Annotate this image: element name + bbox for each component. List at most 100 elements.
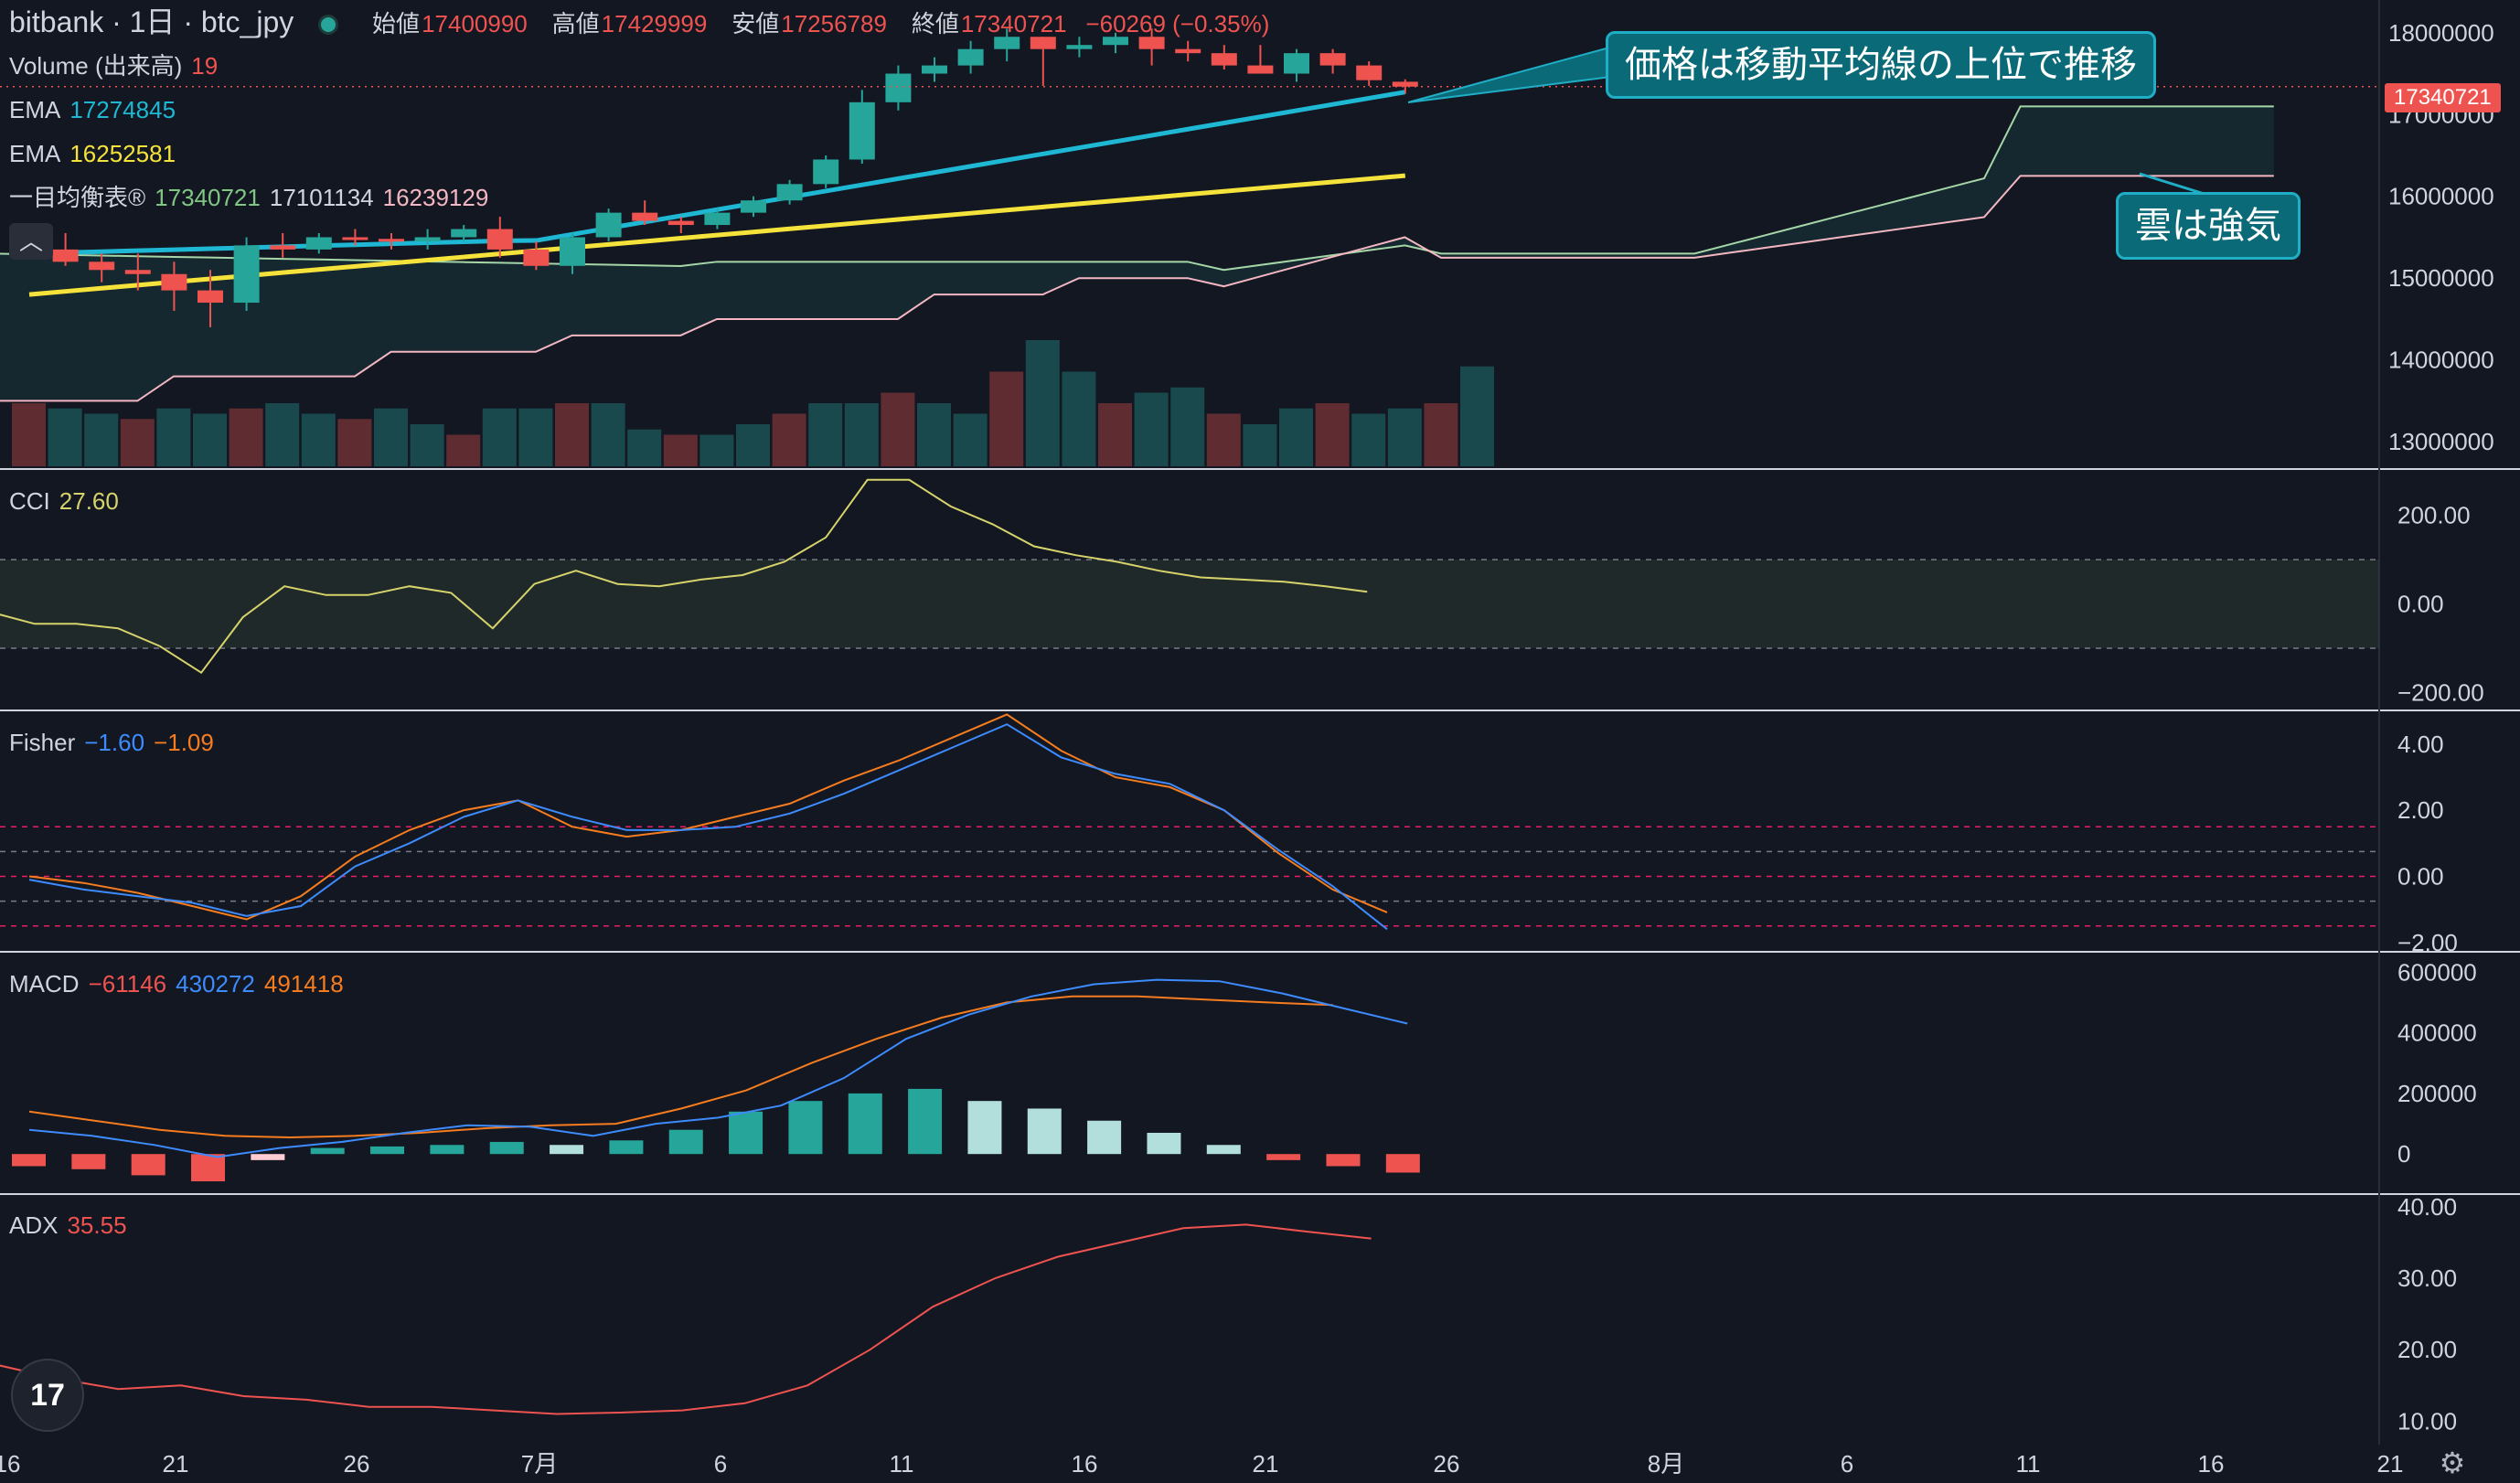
adx-line (0, 1223, 1372, 1415)
volume-bar (265, 403, 300, 466)
volume-legend[interactable]: Volume (出来高) 19 (9, 51, 227, 80)
candle (451, 229, 477, 238)
candle (957, 48, 984, 66)
volume-bar (555, 403, 589, 466)
date-tick-label: 6 (1841, 1450, 1853, 1478)
candle (161, 273, 187, 291)
volume-bar (699, 434, 734, 466)
date-tick-label: 26 (1434, 1450, 1460, 1478)
cci-tick-label: 0.00 (2397, 591, 2444, 618)
cci-tick-label: −200.00 (2397, 678, 2484, 706)
price-tick-label: 14000000 (2388, 347, 2494, 374)
callout-cloud[interactable]: 雲は強気 (2116, 192, 2301, 260)
macd-histogram-bar (430, 1145, 464, 1155)
macd-histogram-bar (1087, 1120, 1122, 1155)
macd-tick-label: 600000 (2397, 958, 2477, 986)
macd-value-1: −61146 (88, 970, 167, 998)
macd-histogram-bar (609, 1140, 644, 1155)
macd-histogram-bar (1027, 1108, 1062, 1155)
macd-histogram-bar (1147, 1133, 1181, 1155)
candle (776, 184, 803, 201)
volume-bar (663, 434, 698, 466)
date-tick-label: 16 (2198, 1450, 2225, 1478)
adx-tick-label: 40.00 (2397, 1193, 2457, 1221)
volume-bar (1062, 371, 1096, 466)
ema-slow-label: EMA (9, 140, 61, 167)
candle (523, 249, 550, 266)
volume-bar (627, 429, 662, 466)
fisher-tick-label: 0.00 (2397, 862, 2444, 890)
volume-bar (844, 403, 879, 466)
adx-label: ADX (9, 1211, 59, 1239)
fisher-label: Fisher (9, 729, 76, 756)
fisher-tick-label: 2.00 (2397, 796, 2444, 824)
volume-bar (1279, 408, 1313, 466)
macd-legend[interactable]: MACD −61146 430272 491418 (9, 969, 353, 998)
adx-legend[interactable]: ADX 35.55 (9, 1211, 136, 1240)
date-tick-label: 11 (890, 1450, 914, 1478)
macd-histogram-bar (370, 1146, 405, 1155)
volume-bar (410, 424, 444, 466)
symbol-title[interactable]: bitbank · 1日 · btc_jpy (9, 5, 294, 38)
macd-histogram-bar (131, 1154, 166, 1176)
candle (342, 237, 368, 240)
date-tick-label: 16 (0, 1450, 20, 1478)
volume-bar (1460, 366, 1494, 466)
callout-ema-pointer (1407, 46, 1613, 103)
volume-bar (156, 408, 191, 466)
volume-label: Volume (出来高) (9, 52, 183, 80)
volume-value: 19 (191, 52, 219, 80)
macd-histogram-bar (71, 1154, 106, 1169)
candle (414, 237, 441, 241)
date-tick-label: 16 (1072, 1450, 1098, 1478)
cci-legend[interactable]: CCI 27.60 (9, 486, 128, 516)
macd-signal-line (28, 995, 1333, 1139)
macd-tick-label: 400000 (2397, 1019, 2477, 1047)
low-value: 17256789 (781, 10, 887, 37)
macd-histogram-bar (310, 1147, 345, 1155)
high-value: 17429999 (601, 10, 708, 37)
candle (379, 239, 404, 242)
macd-tick-label: 200000 (2397, 1080, 2477, 1107)
price-tick-label: 13000000 (2388, 428, 2494, 455)
ichimoku-legend[interactable]: 一目均衡表® 17340721 17101134 16239129 (9, 183, 497, 212)
ichimoku-value-3: 16239129 (382, 184, 489, 211)
callout-ema[interactable]: 価格は移動平均線の上位で推移 (1606, 31, 2156, 99)
macd-line (28, 978, 1408, 1158)
candle (595, 212, 622, 238)
volume-bar (518, 408, 553, 466)
candle (198, 290, 223, 304)
candle (922, 65, 947, 74)
volume-bar (193, 413, 227, 466)
cci-line (0, 478, 1368, 675)
open-value: 17400990 (422, 10, 528, 37)
macd-tick-label: 0 (2397, 1140, 2410, 1168)
ema-fast-value: 17274845 (69, 96, 176, 123)
fisher-legend[interactable]: Fisher −1.60 −1.09 (9, 728, 223, 757)
close-value: 17340721 (960, 10, 1067, 37)
volume-bar (1424, 403, 1458, 466)
candle (667, 220, 694, 226)
candle (1284, 53, 1309, 74)
cci-value: 27.60 (59, 487, 119, 515)
tradingview-logo[interactable]: 17 (11, 1359, 84, 1432)
date-tick-label: 21 (1253, 1450, 1279, 1478)
gear-icon[interactable]: ⚙ (2439, 1446, 2466, 1479)
date-tick-label: 7月 (521, 1450, 558, 1478)
macd-label: MACD (9, 970, 80, 998)
volume-bar (374, 408, 408, 466)
adx-tick-label: 10.00 (2397, 1407, 2457, 1435)
macd-histogram-bar (550, 1145, 584, 1155)
ema-slow-legend[interactable]: EMA 16252581 (9, 139, 185, 168)
status-dot-icon (318, 14, 339, 35)
ichimoku-cloud (0, 106, 2274, 401)
candle (1356, 65, 1383, 80)
candle (885, 73, 912, 102)
ema-fast-legend[interactable]: EMA 17274845 (9, 95, 185, 124)
macd-histogram-bar (848, 1093, 882, 1155)
chevron-up-icon[interactable]: ︿ (9, 223, 53, 260)
volume-bar (229, 408, 263, 466)
ema-fast-label: EMA (9, 96, 61, 123)
price-tick-label: 18000000 (2388, 19, 2494, 47)
fisher-tick-label: 4.00 (2397, 731, 2444, 758)
